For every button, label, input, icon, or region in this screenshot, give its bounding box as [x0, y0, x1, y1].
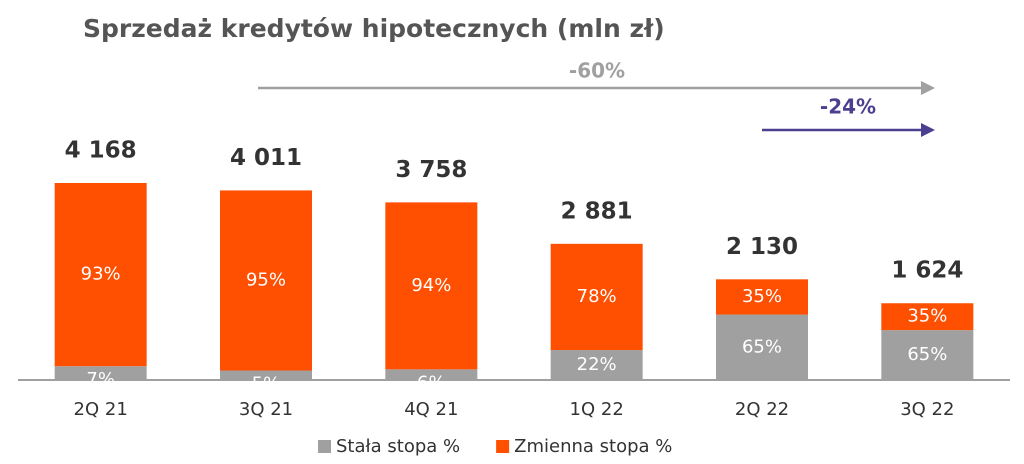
x-tick-label: 3Q 22	[900, 399, 954, 420]
segment-label: 65%	[907, 344, 947, 365]
x-tick-label: 1Q 22	[570, 399, 624, 420]
arrow-head	[921, 81, 935, 95]
total-label: 4 168	[65, 138, 137, 164]
segment-label: 94%	[411, 275, 451, 296]
bar-segment	[716, 314, 808, 380]
bar-segment	[54, 183, 147, 367]
segment-label: 35%	[907, 306, 947, 327]
segment-label: 65%	[742, 336, 782, 357]
segment-label: 22%	[577, 354, 617, 375]
bar-segment	[54, 366, 147, 380]
x-tick-label: 2Q 22	[735, 399, 789, 420]
legend-swatch	[496, 440, 510, 453]
arrow-head	[921, 123, 935, 137]
legend-label: Stała stopa %	[336, 436, 460, 457]
segment-label: 78%	[577, 286, 617, 307]
segment-label: 95%	[246, 269, 286, 290]
segment-label: 6%	[417, 372, 446, 393]
annotation: -60%	[569, 59, 625, 83]
annotation: -24%	[820, 95, 876, 119]
x-tick-label: 3Q 21	[239, 399, 293, 420]
x-tick-label: 4Q 21	[404, 399, 458, 420]
total-label: 1 624	[891, 258, 963, 284]
legend-label: Zmienna stopa %	[514, 436, 672, 457]
total-label: 2 881	[561, 198, 633, 224]
bar-segment	[385, 202, 478, 370]
x-tick-label: 2Q 21	[74, 399, 128, 420]
segment-label: 93%	[81, 264, 121, 285]
segment-label: 35%	[742, 286, 782, 307]
total-label: 4 011	[230, 145, 302, 171]
bar-segment	[881, 330, 974, 380]
total-label: 3 758	[395, 157, 467, 183]
total-label: 2 130	[726, 234, 798, 260]
segment-label: 5%	[252, 374, 281, 395]
legend-swatch	[318, 440, 331, 453]
bar-segment	[550, 350, 643, 380]
bar-segment	[220, 190, 312, 371]
bar-segment	[716, 279, 808, 315]
bar-segment	[881, 303, 974, 331]
bar-segment	[220, 370, 312, 380]
segment-label: 7%	[86, 369, 115, 390]
bar-segment	[385, 369, 478, 380]
chart-title: Sprzedaż kredytów hipotecznych (mln zł)	[83, 14, 665, 43]
bar-segment	[550, 243, 643, 351]
